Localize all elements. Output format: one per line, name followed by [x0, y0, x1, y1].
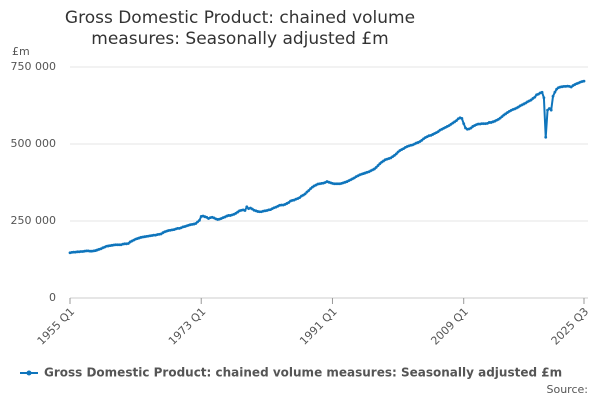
point	[498, 116, 502, 120]
point	[396, 150, 400, 154]
point	[500, 115, 504, 118]
y-tick-label: 750 000	[11, 60, 57, 73]
point	[420, 138, 424, 142]
point	[309, 187, 312, 191]
point	[529, 98, 533, 102]
point	[303, 192, 307, 196]
point	[553, 90, 557, 94]
y-tick-label: 0	[49, 291, 56, 304]
source: Source:	[547, 383, 589, 396]
point	[542, 96, 546, 100]
y-axis-label: £m	[12, 45, 30, 58]
x-tick-label: 1991 Q1	[297, 305, 340, 348]
chart-title: Gross Domestic Product: chained volume m…	[64, 8, 416, 49]
point	[194, 222, 198, 225]
point	[544, 135, 548, 139]
point	[546, 108, 549, 112]
point	[462, 122, 466, 126]
point	[376, 164, 380, 167]
point	[549, 108, 553, 112]
point	[393, 153, 396, 157]
point	[245, 205, 249, 209]
point	[469, 126, 473, 130]
point	[307, 189, 311, 192]
y-tick-label: 500 000	[11, 137, 57, 150]
x-tick-label: 1973 Q1	[166, 305, 209, 348]
point	[378, 162, 382, 166]
point	[298, 196, 302, 199]
point	[305, 190, 309, 194]
point	[555, 87, 559, 91]
point	[540, 90, 544, 94]
point	[196, 220, 199, 224]
point	[287, 201, 291, 204]
point	[551, 94, 555, 98]
point	[582, 79, 586, 83]
point	[374, 166, 378, 169]
point	[533, 95, 537, 99]
point	[547, 107, 551, 110]
point	[243, 209, 247, 212]
point	[455, 119, 458, 122]
point	[460, 117, 464, 120]
legend-label: Gross Domestic Product: chained volume m…	[44, 366, 562, 380]
point	[372, 167, 376, 171]
point	[198, 218, 201, 222]
point	[569, 85, 573, 89]
x-tick-label: 1955 Q1	[35, 305, 78, 348]
series-line	[69, 80, 585, 254]
x-tick-label: 2025 Q3	[549, 305, 592, 348]
x-tick-label: 2009 Q1	[428, 305, 471, 348]
point	[436, 130, 440, 134]
point	[126, 242, 130, 245]
y-tick-label: 250 000	[11, 214, 57, 227]
point	[394, 152, 398, 156]
legend-marker	[26, 370, 32, 376]
